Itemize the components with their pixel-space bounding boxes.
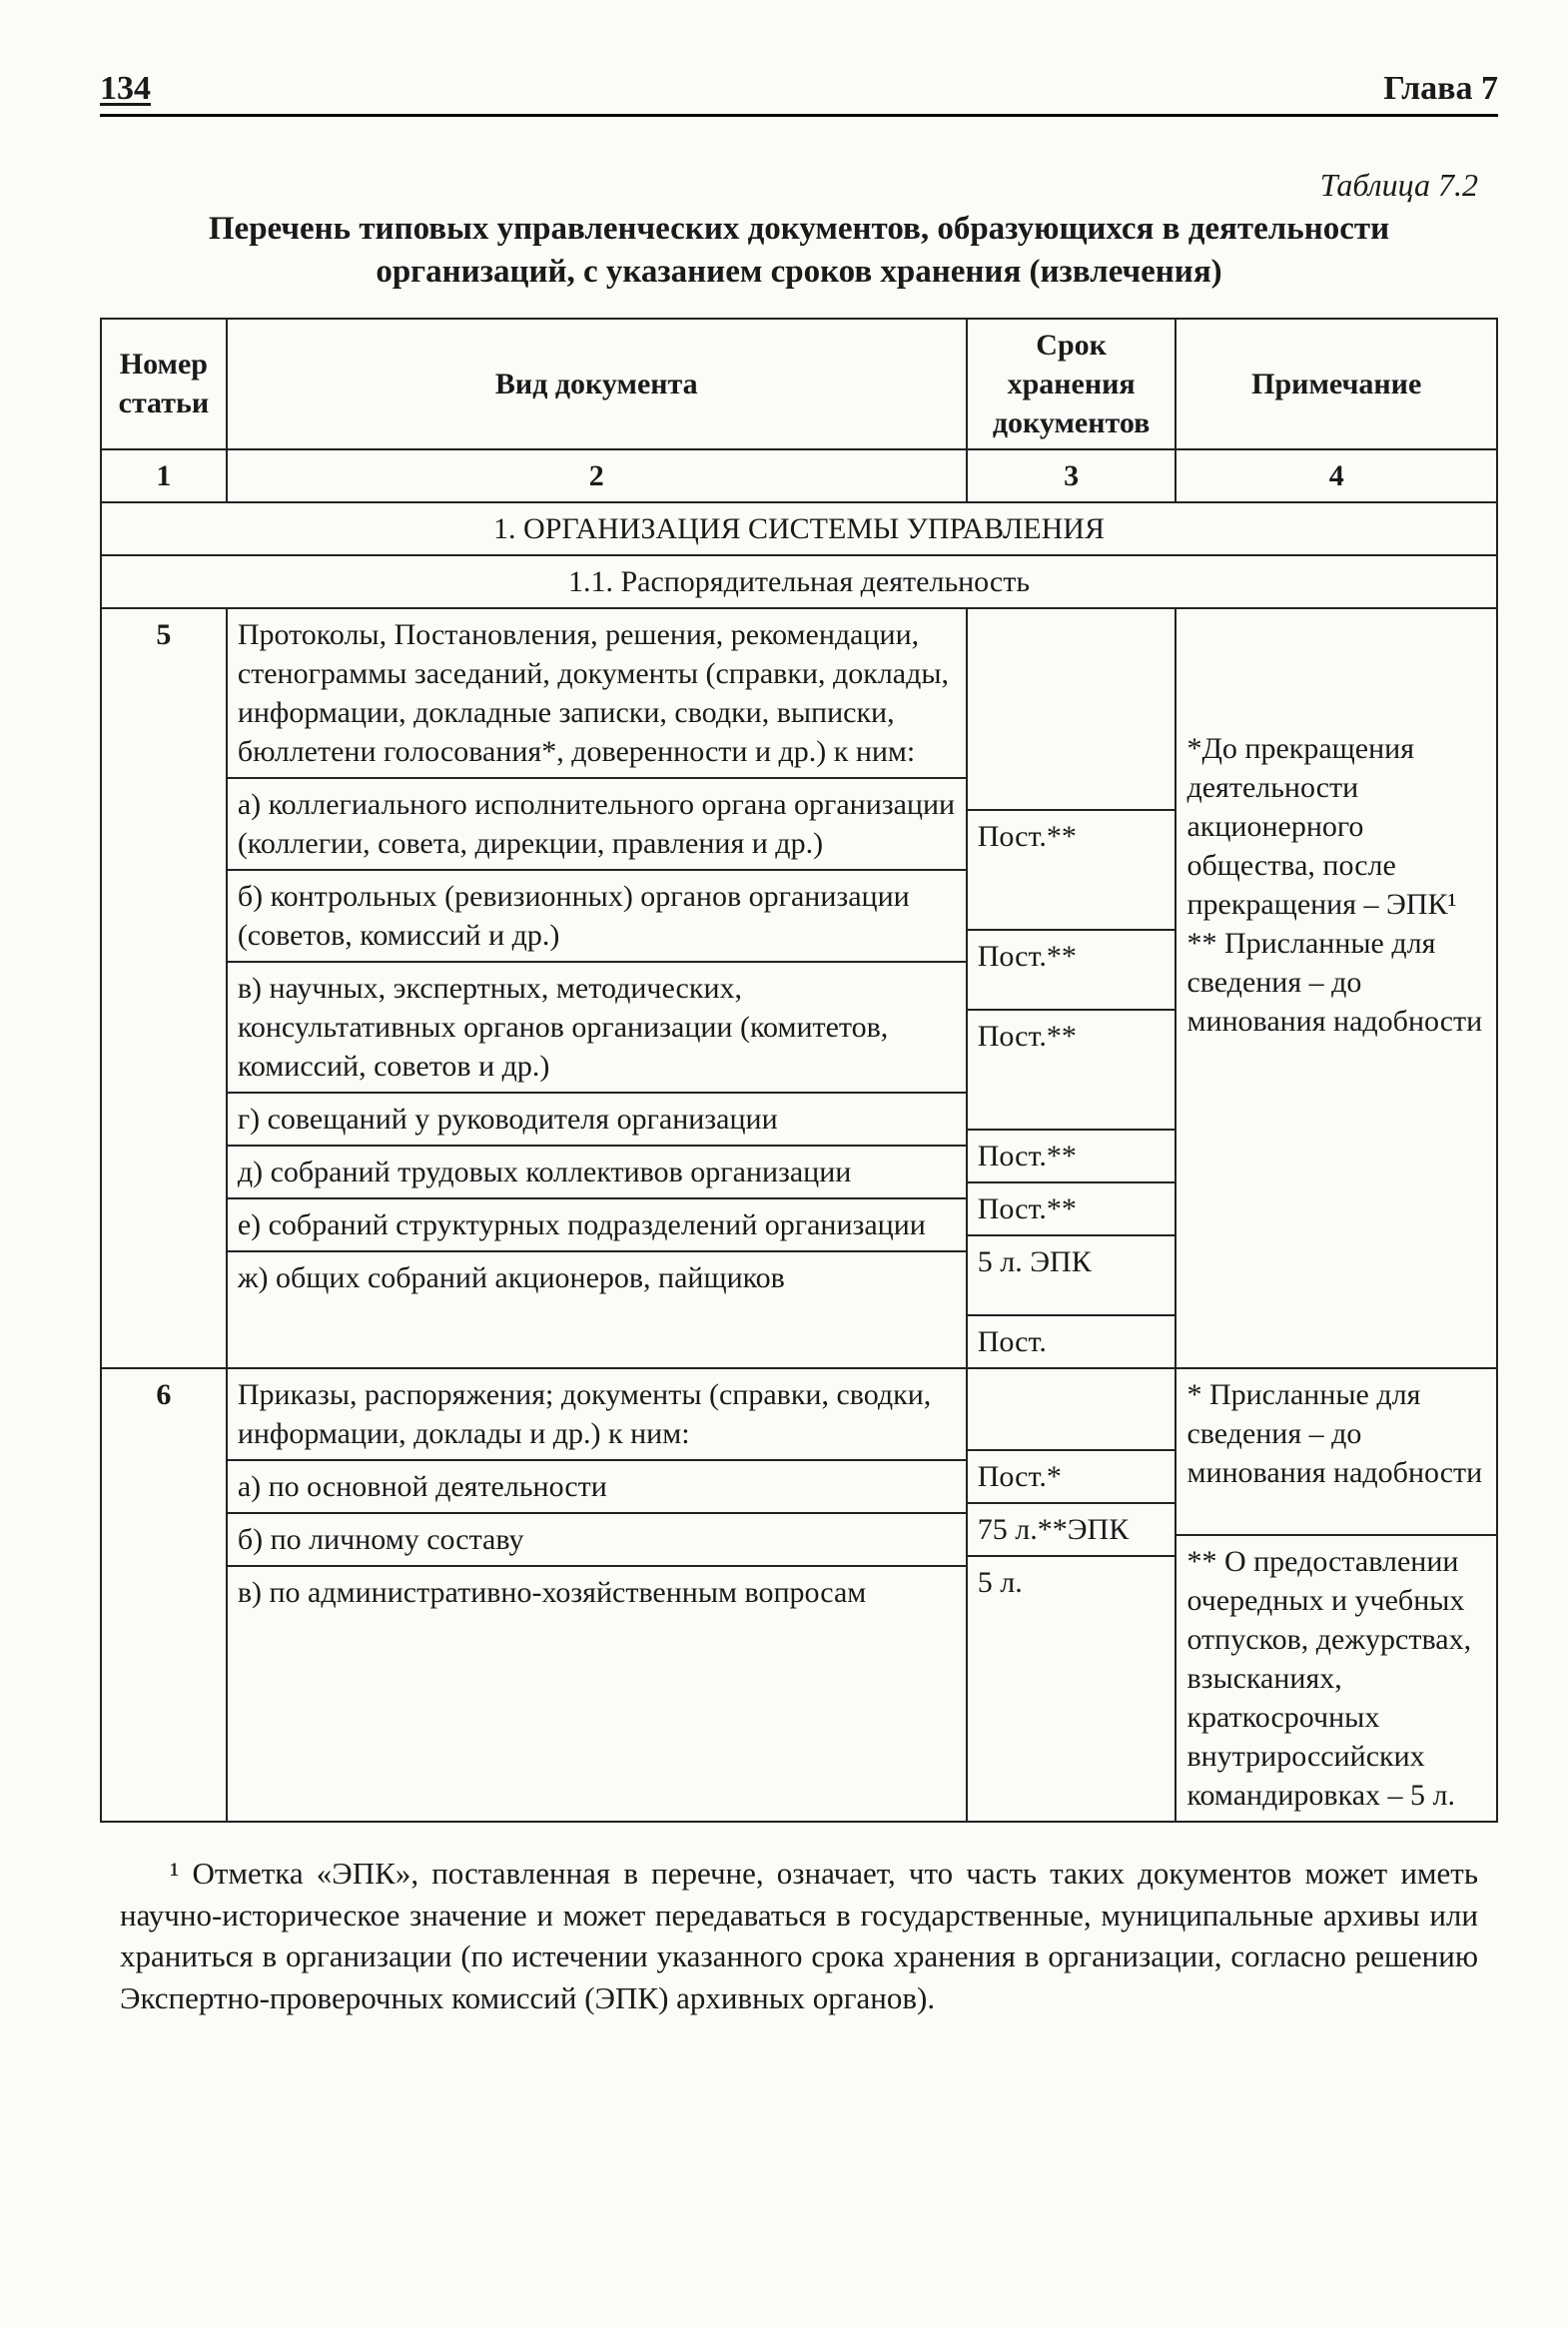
vid-g: г) совещаний у руководителя организации xyxy=(228,1092,966,1145)
note-cell: *До прекращения деятельности акционерног… xyxy=(1176,608,1497,1368)
colnum-4: 4 xyxy=(1176,449,1497,502)
section-1-1-row: 1.1. Распорядительная деятельность xyxy=(101,555,1497,608)
footnote: ¹ Отметка «ЭПК», поставленная в перечне,… xyxy=(100,1853,1498,2019)
documents-table: Номер статьи Вид документа Срок хранения… xyxy=(100,318,1498,1823)
page-header: 134 Глава 7 xyxy=(100,70,1498,117)
vid-b: б) контрольных (ревизионных) органов орг… xyxy=(228,869,966,961)
section-1-1-title: 1.1. Распорядительная деятельность xyxy=(101,555,1497,608)
vid-cell: Приказы, распоряжения; документы (справк… xyxy=(227,1368,967,1822)
table-colnum-row: 1 2 3 4 xyxy=(101,449,1497,502)
srok-intro-blank xyxy=(968,609,1176,809)
srok-g: Пост.** xyxy=(968,1129,1176,1181)
vid-d: д) собраний трудовых коллективов организ… xyxy=(228,1145,966,1197)
srok-v: Пост.** xyxy=(968,1009,1176,1129)
vid-a: а) коллегиального исполнительного органа… xyxy=(228,777,966,869)
vid-zh: ж) общих собраний акционеров, пайщиков xyxy=(228,1250,966,1303)
srok-cell: Пост.** Пост.** Пост.** Пост.** Пост.** … xyxy=(967,608,1176,1368)
article-number: 5 xyxy=(101,608,227,1368)
section-1-title: 1. ОРГАНИЗАЦИЯ СИСТЕМЫ УПРАВЛЕНИЯ xyxy=(101,502,1497,555)
srok-e: 5 л. ЭПК xyxy=(968,1234,1176,1314)
section-1-row: 1. ОРГАНИЗАЦИЯ СИСТЕМЫ УПРАВЛЕНИЯ xyxy=(101,502,1497,555)
col-header-prim: Примечание xyxy=(1176,319,1497,449)
chapter-label: Глава 7 xyxy=(1383,70,1498,108)
note-part1: * Присланные для сведения – до минования… xyxy=(1176,1369,1496,1534)
srok-b: 75 л.**ЭПК xyxy=(968,1502,1176,1555)
vid-cell: Протоколы, Постановления, решения, реком… xyxy=(227,608,967,1368)
vid-v: в) научных, экспертных, методических, ко… xyxy=(228,961,966,1092)
table-number: Таблица 7.2 xyxy=(100,167,1498,204)
page-number: 134 xyxy=(100,70,151,108)
srok-zh: Пост. xyxy=(968,1314,1176,1367)
table-header-row: Номер статьи Вид документа Срок хранения… xyxy=(101,319,1497,449)
table-row: 6 Приказы, распоряжения; документы (спра… xyxy=(101,1368,1497,1822)
srok-a: Пост.** xyxy=(968,809,1176,929)
colnum-3: 3 xyxy=(967,449,1176,502)
srok-a: Пост.* xyxy=(968,1449,1176,1502)
vid-a: а) по основной деятельности xyxy=(228,1459,966,1512)
vid-intro: Протоколы, Постановления, решения, реком… xyxy=(228,609,966,777)
article-number: 6 xyxy=(101,1368,227,1822)
vid-intro: Приказы, распоряжения; документы (справк… xyxy=(228,1369,966,1459)
col-header-nomer: Номер статьи xyxy=(101,319,227,449)
srok-b: Пост.** xyxy=(968,929,1176,1009)
srok-v: 5 л. xyxy=(968,1555,1176,1608)
srok-cell: Пост.* 75 л.**ЭПК 5 л. xyxy=(967,1368,1176,1822)
vid-v: в) по административно-хозяйственным вопр… xyxy=(228,1565,966,1618)
colnum-2: 2 xyxy=(227,449,967,502)
page: 134 Глава 7 Таблица 7.2 Перечень типовых… xyxy=(0,0,1568,2327)
srok-intro-blank xyxy=(968,1369,1176,1449)
table-row: 5 Протоколы, Постановления, решения, рек… xyxy=(101,608,1497,1368)
note-cell: * Присланные для сведения – до минования… xyxy=(1176,1368,1497,1822)
col-header-vid: Вид документа xyxy=(227,319,967,449)
note-part2: ** О предостав­лении очередных и учебных… xyxy=(1176,1534,1496,1821)
vid-e: е) собраний структурных подразделений ор… xyxy=(228,1197,966,1250)
vid-b: б) по личному составу xyxy=(228,1512,966,1565)
table-title: Перечень типовых управленческих документ… xyxy=(100,208,1498,294)
srok-d: Пост.** xyxy=(968,1181,1176,1234)
colnum-1: 1 xyxy=(101,449,227,502)
col-header-srok: Срок хранения документов xyxy=(967,319,1176,449)
